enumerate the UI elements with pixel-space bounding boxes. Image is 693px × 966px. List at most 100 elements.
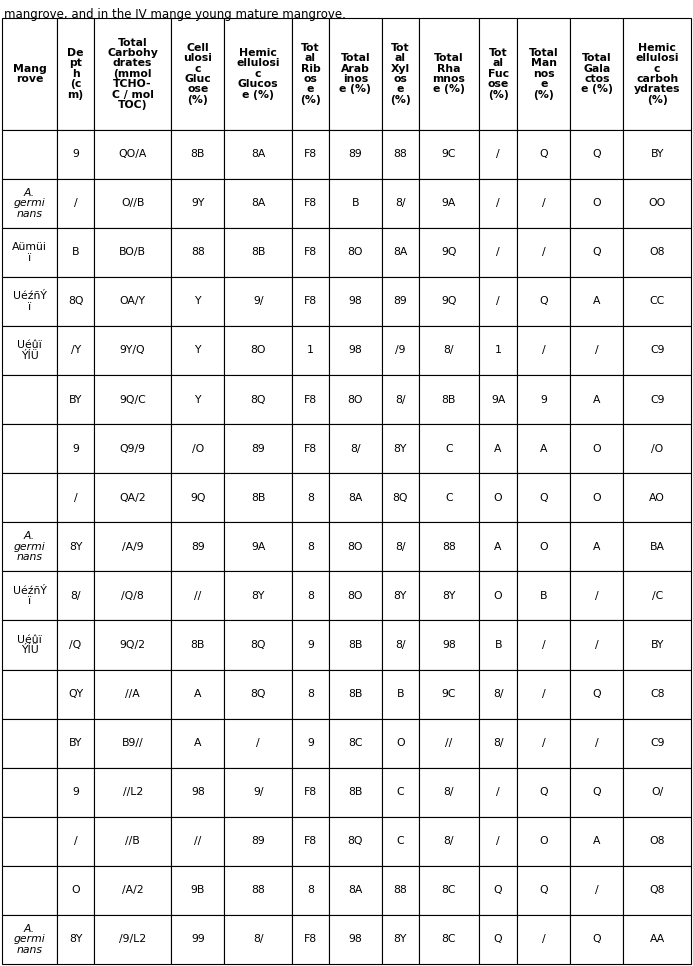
Text: 9B: 9B: [191, 886, 205, 895]
Text: Uéûï
ÝÍÜ: Uéûï ÝÍÜ: [17, 340, 42, 360]
Text: Tot
al
Rib
os
e
(%): Tot al Rib os e (%): [300, 43, 321, 105]
Text: 8Q: 8Q: [68, 297, 83, 306]
Text: /: /: [595, 738, 599, 748]
Text: 98: 98: [349, 346, 362, 355]
Text: 9C: 9C: [441, 689, 456, 699]
Text: /9: /9: [395, 346, 405, 355]
Text: C: C: [445, 443, 453, 454]
Text: F8: F8: [304, 837, 317, 846]
Bar: [419, 866, 479, 915]
Text: Tot
al
Fuc
ose
(%): Tot al Fuc ose (%): [487, 48, 509, 99]
Bar: [419, 473, 479, 523]
Text: O: O: [593, 493, 601, 502]
Bar: [225, 277, 292, 326]
Text: 8B: 8B: [251, 247, 265, 257]
Bar: [292, 571, 329, 620]
Bar: [292, 473, 329, 523]
Text: 8Q: 8Q: [250, 689, 266, 699]
Bar: [94, 523, 171, 571]
Bar: [58, 179, 94, 228]
Bar: [225, 915, 292, 964]
Text: Q: Q: [593, 689, 601, 699]
Text: Aümüi
ï: Aümüi ï: [12, 242, 47, 263]
Text: /: /: [496, 297, 500, 306]
Bar: [479, 375, 517, 424]
Text: 9A: 9A: [441, 198, 456, 209]
Bar: [171, 18, 225, 129]
Bar: [171, 473, 225, 523]
Text: Q: Q: [593, 787, 601, 797]
Bar: [382, 523, 419, 571]
Bar: [479, 473, 517, 523]
Text: 8/: 8/: [444, 346, 454, 355]
Bar: [94, 129, 171, 179]
Bar: [623, 620, 691, 669]
Text: 8: 8: [307, 493, 314, 502]
Text: //: //: [194, 837, 202, 846]
Text: BO/B: BO/B: [119, 247, 146, 257]
Text: 8A: 8A: [393, 247, 407, 257]
Bar: [171, 523, 225, 571]
Bar: [225, 620, 292, 669]
Bar: [623, 473, 691, 523]
Text: 8/: 8/: [395, 198, 405, 209]
Bar: [2, 179, 58, 228]
Bar: [517, 620, 570, 669]
Bar: [292, 523, 329, 571]
Bar: [479, 719, 517, 768]
Text: 8O: 8O: [348, 247, 363, 257]
Text: 8B: 8B: [441, 394, 456, 405]
Bar: [419, 523, 479, 571]
Text: O: O: [593, 443, 601, 454]
Bar: [171, 817, 225, 866]
Bar: [479, 571, 517, 620]
Bar: [225, 326, 292, 375]
Text: A: A: [593, 297, 601, 306]
Bar: [570, 866, 623, 915]
Bar: [58, 424, 94, 473]
Bar: [58, 669, 94, 719]
Text: A: A: [194, 738, 202, 748]
Bar: [479, 129, 517, 179]
Bar: [329, 866, 382, 915]
Bar: [479, 18, 517, 129]
Text: 8Q: 8Q: [250, 394, 266, 405]
Bar: [517, 228, 570, 277]
Text: QY: QY: [68, 689, 83, 699]
Bar: [623, 523, 691, 571]
Bar: [94, 866, 171, 915]
Bar: [479, 228, 517, 277]
Bar: [171, 375, 225, 424]
Text: 8/: 8/: [350, 443, 360, 454]
Bar: [623, 571, 691, 620]
Bar: [382, 915, 419, 964]
Bar: [94, 473, 171, 523]
Bar: [171, 866, 225, 915]
Text: 99: 99: [191, 934, 204, 945]
Text: C: C: [445, 493, 453, 502]
Text: C9: C9: [650, 394, 665, 405]
Bar: [171, 571, 225, 620]
Bar: [58, 523, 94, 571]
Text: O: O: [396, 738, 405, 748]
Text: A: A: [593, 837, 601, 846]
Bar: [2, 424, 58, 473]
Bar: [2, 866, 58, 915]
Bar: [329, 669, 382, 719]
Bar: [171, 620, 225, 669]
Bar: [570, 523, 623, 571]
Bar: [517, 179, 570, 228]
Text: 98: 98: [349, 297, 362, 306]
Bar: [623, 719, 691, 768]
Bar: [419, 326, 479, 375]
Text: O: O: [593, 198, 601, 209]
Text: /: /: [595, 640, 599, 650]
Bar: [58, 277, 94, 326]
Text: F8: F8: [304, 297, 317, 306]
Text: 9A: 9A: [491, 394, 505, 405]
Text: F8: F8: [304, 247, 317, 257]
Text: F8: F8: [304, 934, 317, 945]
Bar: [517, 669, 570, 719]
Text: Total
Gala
ctos
e (%): Total Gala ctos e (%): [581, 53, 613, 95]
Text: 9Q: 9Q: [441, 297, 457, 306]
